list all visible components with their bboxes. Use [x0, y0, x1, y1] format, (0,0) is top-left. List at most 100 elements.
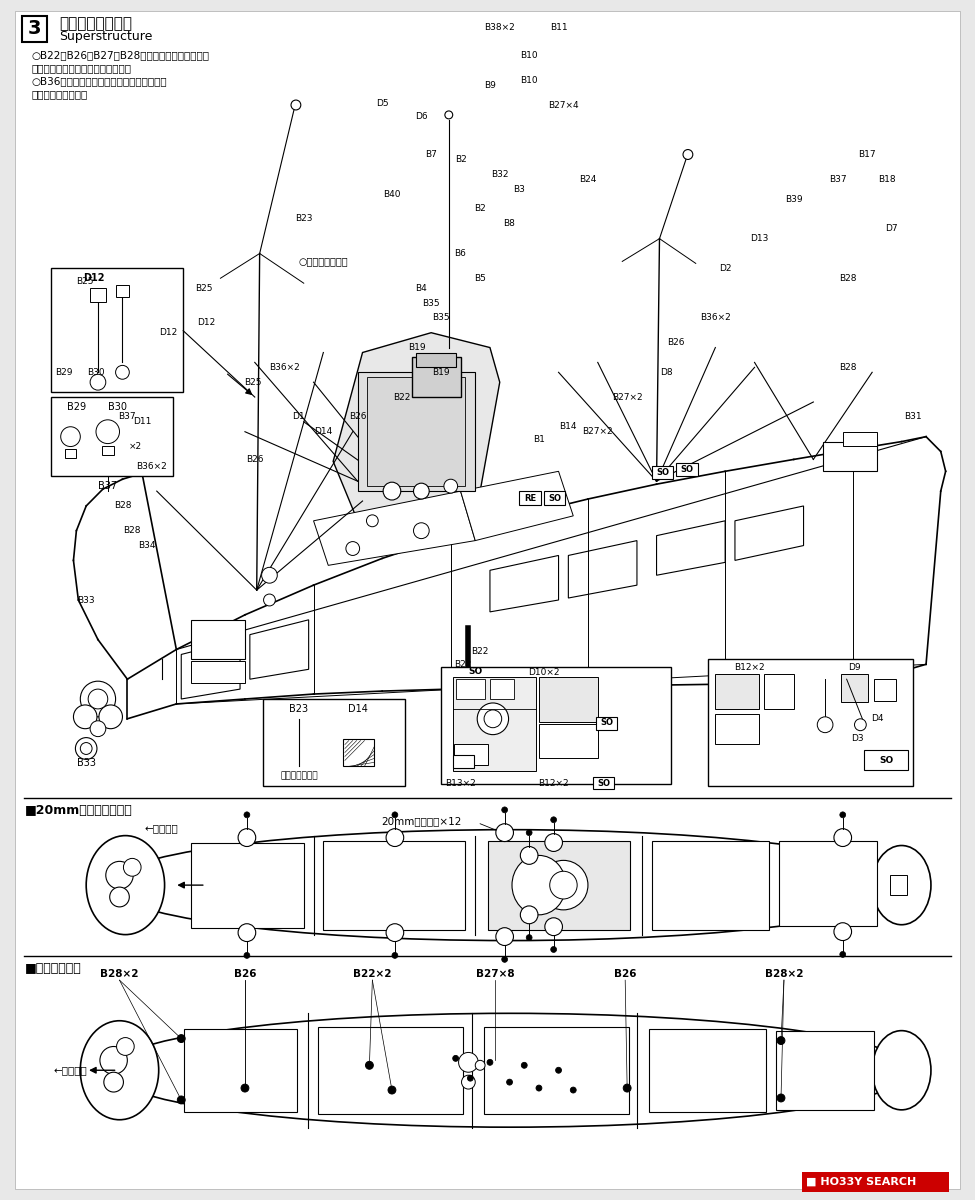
Circle shape [834, 923, 851, 941]
Bar [488, 840, 630, 930]
Text: D12: D12 [197, 318, 214, 328]
Text: B22: B22 [393, 392, 410, 402]
Text: ■20mm単装機銃の配置: ■20mm単装機銃の配置 [24, 804, 133, 817]
Circle shape [386, 924, 404, 942]
Text: B25: B25 [244, 378, 261, 386]
Text: D7: D7 [885, 224, 898, 233]
Circle shape [177, 1034, 185, 1043]
Ellipse shape [108, 1013, 912, 1127]
Bar [455, 679, 485, 698]
Text: D12: D12 [83, 274, 104, 283]
Text: ○B36のクレーン・ブームは角度を変えても: ○B36のクレーン・ブームは角度を変えても [31, 77, 167, 86]
Circle shape [502, 956, 508, 962]
Circle shape [467, 1075, 473, 1081]
Circle shape [99, 1046, 128, 1074]
Bar [191, 619, 245, 660]
Circle shape [291, 100, 301, 110]
Circle shape [366, 1061, 373, 1069]
Circle shape [106, 862, 134, 889]
Text: B28×2: B28×2 [100, 970, 138, 979]
Text: B19: B19 [408, 343, 425, 352]
Circle shape [777, 1037, 785, 1044]
Circle shape [539, 860, 588, 910]
Circle shape [261, 568, 277, 583]
Text: B34: B34 [138, 541, 156, 550]
Text: B6: B6 [454, 248, 466, 258]
Text: ○B22、B26、B27、B28、の各通風筒は実艦では: ○B22、B26、B27、B28、の各通風筒は実艦では [31, 50, 210, 60]
Bar [21, 16, 47, 42]
Bar [319, 1027, 463, 1114]
Bar [864, 750, 909, 770]
Text: B26: B26 [246, 455, 263, 464]
Polygon shape [568, 540, 637, 598]
Text: D12: D12 [159, 328, 177, 337]
Circle shape [413, 484, 429, 499]
Circle shape [80, 743, 92, 755]
Circle shape [117, 1038, 135, 1056]
Circle shape [383, 482, 401, 500]
Text: ■通風筒の配置: ■通風筒の配置 [24, 961, 81, 974]
Bar [324, 840, 465, 930]
Bar [452, 677, 536, 772]
Bar [764, 674, 794, 709]
Text: B26: B26 [234, 970, 256, 979]
Text: ■ HO33Y SEARCH: ■ HO33Y SEARCH [805, 1177, 916, 1187]
Circle shape [244, 812, 250, 818]
Bar [716, 714, 760, 744]
Circle shape [392, 953, 398, 959]
Text: D14: D14 [348, 704, 368, 714]
Circle shape [839, 952, 845, 958]
Text: D5: D5 [375, 98, 388, 108]
Text: RE: RE [525, 493, 536, 503]
Bar [539, 677, 598, 721]
Polygon shape [656, 521, 725, 575]
Circle shape [496, 928, 514, 946]
Polygon shape [333, 332, 500, 521]
Bar [441, 667, 671, 784]
Text: 3: 3 [27, 19, 41, 38]
Text: ○ブーム受けです: ○ブーム受けです [299, 257, 348, 266]
Ellipse shape [873, 846, 931, 925]
Circle shape [386, 829, 404, 846]
Bar [90, 288, 106, 302]
Text: SO: SO [879, 756, 894, 764]
Text: B14: B14 [560, 422, 577, 431]
Bar [648, 1028, 766, 1112]
Circle shape [90, 374, 106, 390]
Circle shape [346, 541, 360, 556]
Circle shape [477, 703, 509, 734]
Circle shape [263, 594, 275, 606]
Text: D9: D9 [848, 662, 861, 672]
Circle shape [238, 924, 255, 942]
Text: B27×4: B27×4 [548, 101, 579, 109]
Text: B28×2: B28×2 [764, 970, 803, 979]
Bar [596, 716, 617, 730]
Text: B35: B35 [432, 313, 449, 323]
Bar [368, 377, 465, 486]
Text: B40: B40 [383, 190, 401, 198]
Text: B27×2: B27×2 [582, 427, 613, 437]
Text: D3: D3 [851, 734, 864, 743]
Bar [539, 724, 598, 758]
Text: B36×2: B36×2 [700, 313, 730, 323]
Text: D13: D13 [751, 234, 768, 244]
Bar [651, 467, 673, 479]
Text: B10: B10 [521, 50, 538, 60]
Circle shape [817, 716, 833, 733]
Circle shape [551, 817, 557, 823]
Text: SO: SO [548, 493, 562, 503]
Circle shape [461, 1075, 475, 1090]
Bar [416, 353, 455, 367]
Text: D8: D8 [660, 367, 673, 377]
Bar [544, 491, 566, 505]
Text: B26: B26 [349, 413, 367, 421]
Polygon shape [460, 472, 573, 540]
Text: B4: B4 [415, 283, 427, 293]
Text: B22: B22 [472, 647, 488, 656]
Text: B35: B35 [422, 299, 440, 307]
Circle shape [88, 689, 108, 709]
Circle shape [60, 427, 80, 446]
Circle shape [834, 829, 851, 846]
Text: D14: D14 [314, 427, 332, 437]
Text: B7: B7 [425, 150, 437, 158]
